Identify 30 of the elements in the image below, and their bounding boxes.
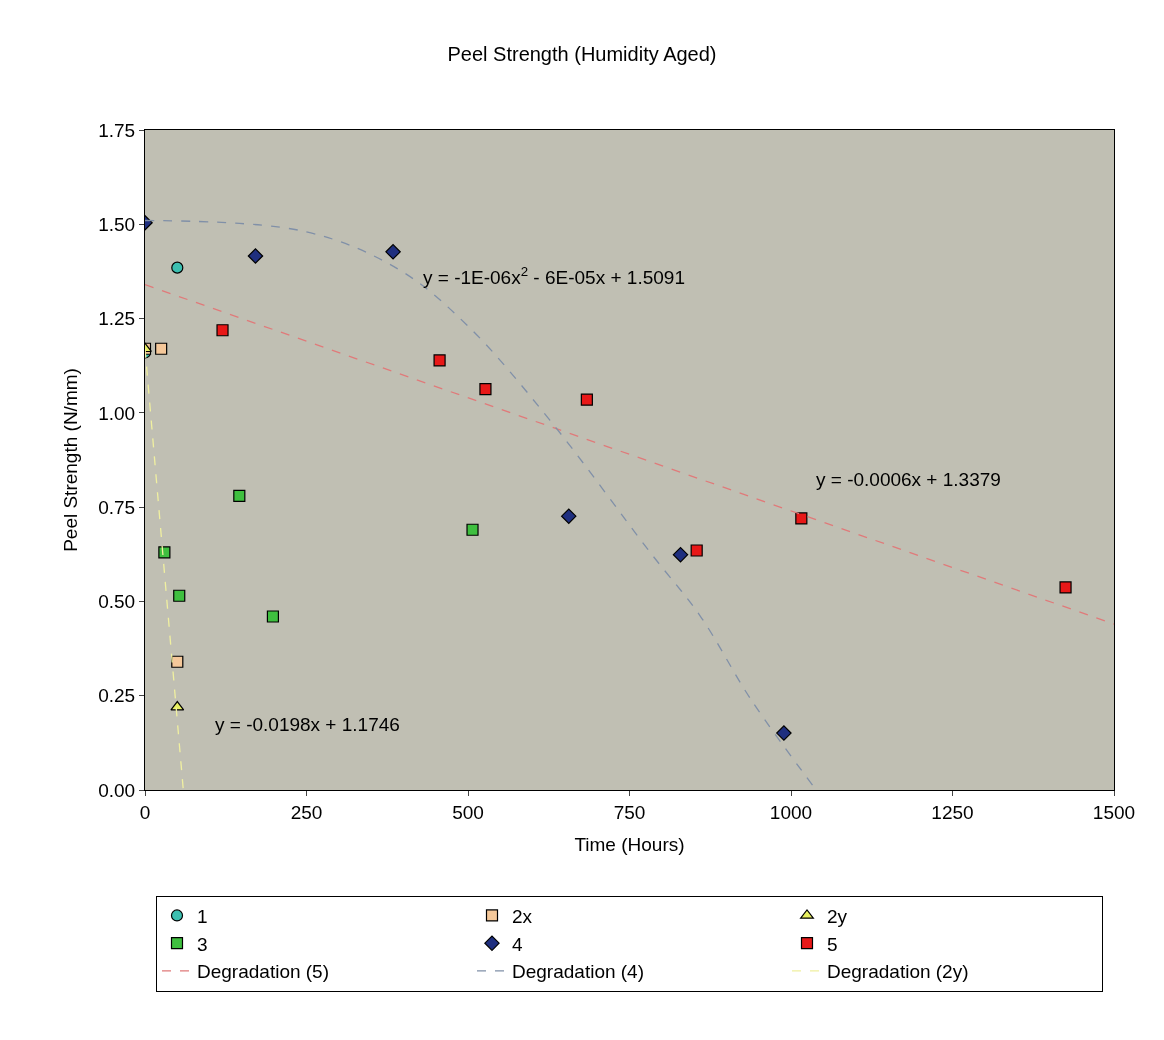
legend-label: Degradation (4) (512, 961, 645, 983)
y-tick-label: 0.50 (98, 591, 136, 613)
chart-title: Peel Strength (Humidity Aged) (447, 42, 717, 65)
legend-label: Degradation (5) (197, 961, 330, 983)
y-tick-label: 1.00 (98, 402, 136, 424)
y-tick-label: 0.25 (98, 685, 136, 707)
y-tick-label: 1.75 (98, 119, 136, 141)
x-tick-label: 250 (290, 801, 323, 823)
x-tick-label: 750 (613, 801, 646, 823)
annotation: y = -0.0006x + 1.3379 (816, 469, 1001, 490)
y-tick-label: 1.25 (98, 308, 136, 330)
annotation: y = -0.0198x + 1.1746 (215, 714, 400, 735)
y-axis-title: Peel Strength (N/mm) (60, 368, 82, 552)
legend-label: 4 (512, 933, 523, 955)
x-tick-label: 1000 (769, 801, 813, 823)
x-tick-label: 0 (139, 801, 151, 823)
y-tick-label: 0.00 (98, 779, 136, 801)
legend-label: 3 (197, 933, 208, 955)
annotation: y = -1E-06x$^{2}$ - 6E-05x + 1.5091 (423, 264, 685, 288)
y-tick-label: 0.75 (98, 496, 136, 518)
y-tick-label: 1.50 (98, 213, 136, 235)
legend-label: Degradation (2y) (827, 961, 969, 983)
legend-label: 1 (197, 905, 208, 927)
legend-label: 5 (827, 933, 838, 955)
legend-label: 2x (512, 905, 533, 927)
x-tick-label: 500 (452, 801, 484, 823)
legend-label: 2y (827, 905, 848, 927)
x-tick-label: 1250 (931, 801, 974, 823)
x-tick-label: 1500 (1092, 801, 1136, 823)
x-axis-title: Time (Hours) (574, 833, 685, 855)
